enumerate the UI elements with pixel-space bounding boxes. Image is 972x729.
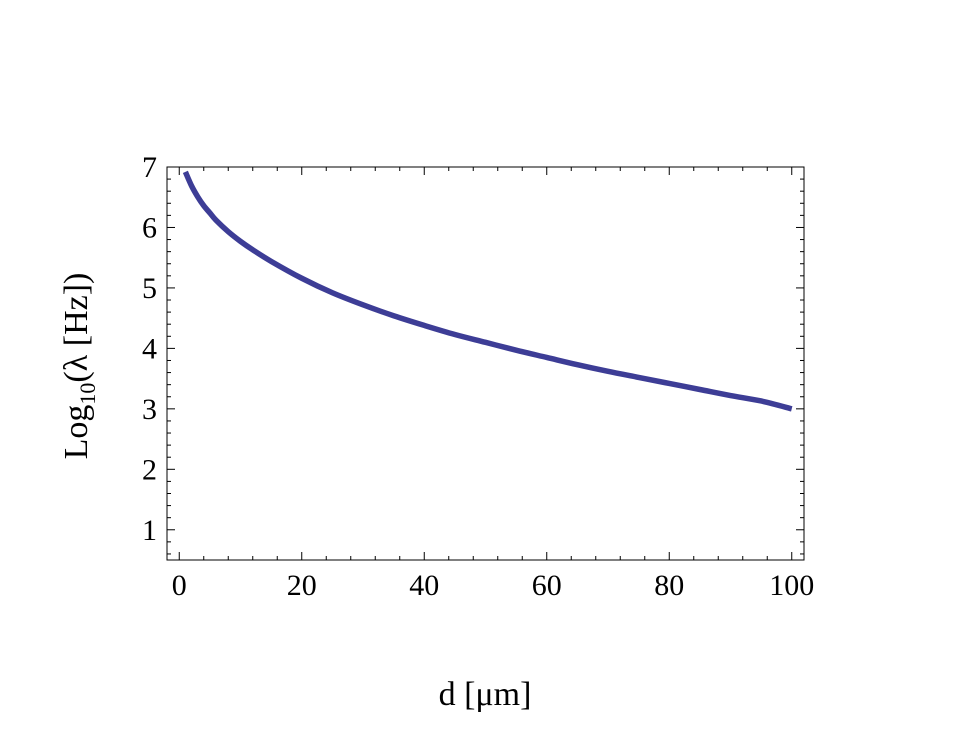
y-axis-label: Log10(λ [Hz])	[58, 273, 100, 460]
x-tick-label: 40	[409, 569, 439, 602]
x-axis-label: d [μm]	[439, 676, 532, 713]
x-tick-label: 0	[172, 569, 187, 602]
y-tick-label: 7	[142, 151, 157, 184]
series-layer	[182, 170, 793, 412]
y-axis-label-subscript: 10	[75, 383, 100, 405]
plot-frame	[166, 166, 805, 561]
x-tick-labels: 0 20 40 60 80 100	[172, 569, 815, 602]
x-tick-label: 80	[654, 569, 684, 602]
x-tick-label: 100	[769, 569, 814, 602]
y-tick-label: 5	[142, 272, 157, 305]
major-ticks	[167, 166, 804, 560]
y-axis-label-prefix: Log	[58, 405, 95, 460]
y-tick-labels: 1 2 3 4 5 6 7	[142, 151, 157, 547]
y-axis-label-suffix: (λ [Hz])	[58, 273, 95, 383]
x-tick-label: 20	[287, 569, 317, 602]
y-tick-label: 2	[142, 453, 157, 486]
series-line	[182, 170, 793, 412]
y-tick-label: 3	[142, 393, 157, 426]
x-tick-label: 60	[532, 569, 562, 602]
minor-ticks	[167, 167, 804, 560]
y-tick-label: 4	[142, 332, 157, 365]
y-tick-label: 6	[142, 211, 157, 244]
y-tick-label: 1	[142, 514, 157, 547]
